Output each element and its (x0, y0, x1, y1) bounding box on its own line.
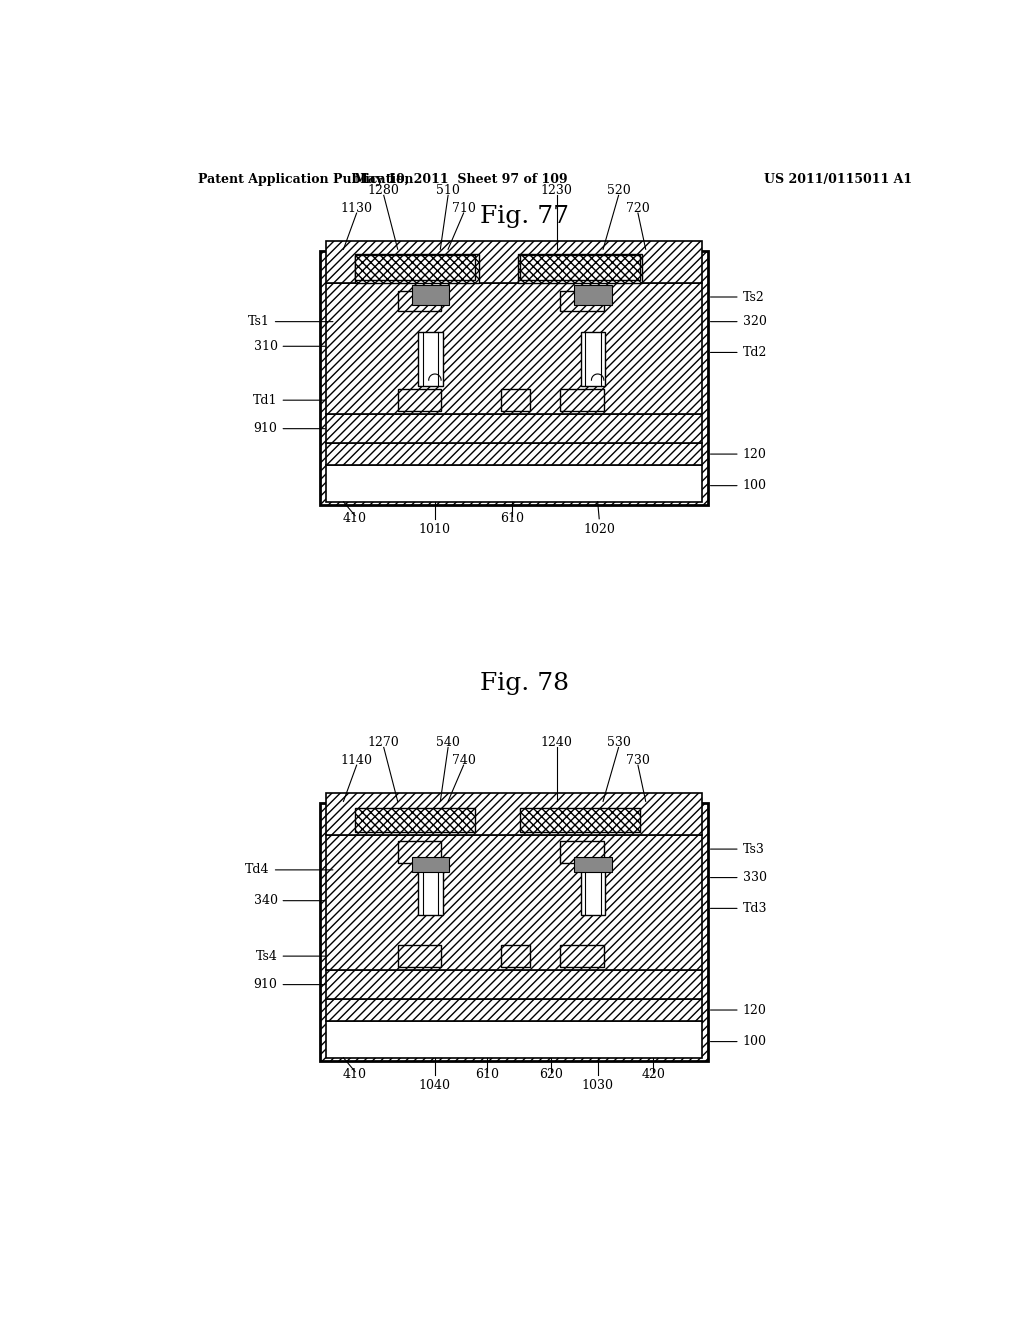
Text: 540: 540 (436, 737, 460, 750)
Text: US 2011/0115011 A1: US 2011/0115011 A1 (764, 173, 911, 186)
Text: 1040: 1040 (419, 1078, 451, 1092)
Text: 710: 710 (452, 202, 475, 215)
Bar (327, 836, 701, 970)
Bar (355, 808, 475, 832)
Bar (574, 857, 611, 873)
Bar (501, 389, 530, 411)
Text: n+: n+ (583, 847, 597, 857)
Bar (518, 253, 642, 284)
Text: 330: 330 (711, 871, 767, 884)
Bar (560, 290, 604, 312)
Text: 340: 340 (254, 894, 326, 907)
Bar (520, 808, 640, 832)
Text: 1010: 1010 (419, 523, 451, 536)
Text: 510: 510 (436, 185, 460, 197)
Bar (418, 333, 442, 387)
Bar (412, 285, 449, 305)
Bar (397, 290, 441, 312)
Text: p+: p+ (583, 297, 597, 305)
Text: 120: 120 (711, 447, 766, 461)
Bar (321, 803, 708, 1061)
Text: 720: 720 (626, 202, 650, 215)
Text: Fig. 78: Fig. 78 (480, 672, 569, 696)
Text: n+: n+ (583, 952, 597, 961)
Text: Ts1: Ts1 (248, 315, 333, 329)
Text: Td1: Td1 (253, 393, 326, 407)
Bar (397, 389, 441, 411)
Text: 1030: 1030 (582, 1078, 613, 1092)
Text: 310: 310 (254, 339, 326, 352)
Text: 530: 530 (606, 737, 631, 750)
Text: p+: p+ (583, 396, 597, 405)
Bar (327, 444, 701, 465)
Text: 1140: 1140 (341, 754, 373, 767)
Text: Patent Application Publication: Patent Application Publication (198, 173, 414, 186)
Text: Td4: Td4 (246, 863, 333, 876)
Text: 610: 610 (501, 512, 524, 525)
Text: Td3: Td3 (711, 902, 767, 915)
Text: 420: 420 (641, 1068, 666, 1081)
Text: 1230: 1230 (541, 185, 572, 197)
Bar (397, 841, 441, 863)
Text: 1280: 1280 (368, 185, 399, 197)
Text: Ts3: Ts3 (711, 842, 765, 855)
Text: 410: 410 (343, 512, 367, 525)
Text: p+: p+ (420, 396, 434, 405)
Bar (355, 253, 479, 284)
Bar (574, 285, 611, 305)
Bar (581, 866, 605, 915)
Bar (418, 866, 442, 915)
Text: Ts2: Ts2 (711, 290, 764, 304)
Bar (327, 999, 701, 1020)
Text: 410: 410 (343, 1068, 367, 1081)
Bar (581, 333, 605, 387)
Text: Td2: Td2 (711, 346, 767, 359)
Text: 1130: 1130 (341, 202, 373, 215)
Bar (327, 793, 701, 836)
Text: 100: 100 (711, 479, 767, 492)
Text: 910: 910 (254, 978, 326, 991)
Bar (327, 465, 701, 502)
Bar (397, 945, 441, 966)
Bar (560, 389, 604, 411)
Bar (321, 251, 708, 506)
Text: 730: 730 (626, 754, 650, 767)
Text: Ts4: Ts4 (256, 949, 326, 962)
Text: p+: p+ (420, 297, 434, 305)
Text: 620: 620 (540, 1068, 563, 1081)
Text: 120: 120 (711, 1003, 766, 1016)
Text: n+: n+ (420, 847, 434, 857)
Text: 740: 740 (452, 754, 475, 767)
Bar (327, 970, 701, 999)
Text: 100: 100 (711, 1035, 767, 1048)
Bar (327, 1020, 701, 1057)
Bar (560, 841, 604, 863)
Text: 320: 320 (711, 315, 766, 329)
Bar (520, 256, 640, 280)
Text: 910: 910 (254, 422, 326, 436)
Bar (501, 945, 530, 966)
Text: 1240: 1240 (541, 737, 572, 750)
Text: 520: 520 (606, 185, 631, 197)
Text: 1270: 1270 (368, 737, 399, 750)
Text: n+: n+ (420, 952, 434, 961)
Text: 1020: 1020 (584, 523, 615, 536)
Bar (327, 240, 701, 284)
Bar (560, 945, 604, 966)
Bar (412, 857, 449, 873)
Bar (355, 256, 475, 280)
Text: Fig. 77: Fig. 77 (480, 205, 569, 227)
Bar (327, 284, 701, 414)
Bar (327, 414, 701, 444)
Text: 610: 610 (475, 1068, 499, 1081)
Text: May 19, 2011  Sheet 97 of 109: May 19, 2011 Sheet 97 of 109 (354, 173, 568, 186)
